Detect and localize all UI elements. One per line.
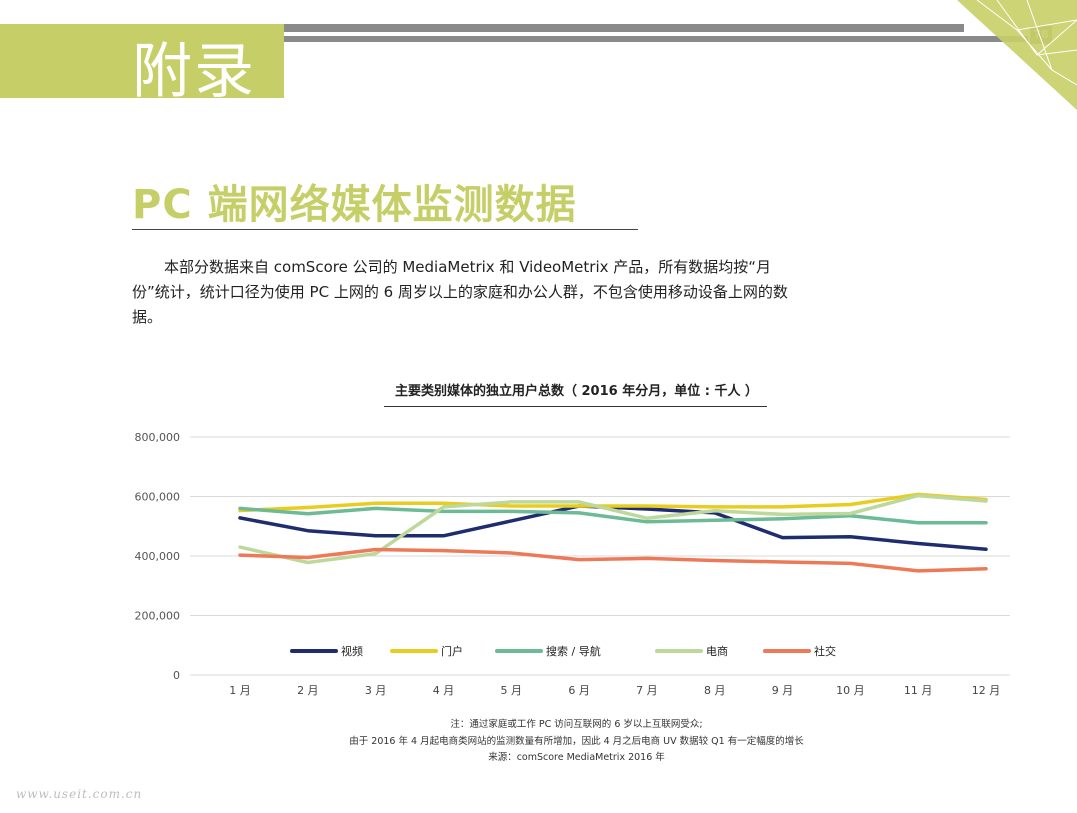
x-tick-label: 4 月 [433, 684, 455, 697]
x-tick-label: 6 月 [568, 684, 590, 697]
appendix-header-block: 附录 [0, 24, 284, 98]
legend-label: 搜索 / 导航 [546, 644, 601, 658]
chart-note-1: 注：通过家庭或工作 PC 访问互联网的 6 岁以上互联网受众; [450, 719, 703, 730]
x-tick-label: 8 月 [704, 684, 726, 697]
x-tick-label: 5 月 [501, 684, 523, 697]
section-title: PC 端网络媒体监测数据 [132, 182, 577, 228]
x-tick-label: 7 月 [636, 684, 658, 697]
series-line-2 [238, 492, 988, 513]
x-tick-label: 11 月 [904, 684, 933, 697]
y-tick-label: 600,000 [135, 491, 181, 504]
x-tick-label: 12 月 [972, 684, 1001, 697]
header-bar [284, 24, 964, 32]
series-line-1 [238, 504, 988, 551]
chart-title: 主要类别媒体的独立用户总数（ 2016 年分月，单位 : 千人 ） [394, 384, 758, 399]
appendix-title: 附录 [132, 37, 256, 98]
section-title-underline [132, 229, 638, 230]
header-bar-lower [284, 36, 1028, 42]
x-tick-label: 3 月 [365, 684, 387, 697]
series-line-4 [238, 493, 988, 565]
watermark: www.useit.com.cn [16, 787, 143, 801]
legend-label: 电商 [706, 644, 728, 658]
intro-paragraph: 本部分数据来自 comScore 公司的 MediaMetrix 和 Video… [132, 258, 788, 326]
y-tick-label: 200,000 [135, 610, 181, 623]
legend-label: 视频 [341, 644, 363, 658]
chart-title-underline [384, 406, 767, 407]
y-tick-label: 400,000 [135, 550, 181, 563]
x-tick-label: 9 月 [772, 684, 794, 697]
series-line-3 [238, 506, 988, 525]
corner-decoration [957, 0, 1077, 110]
y-tick-label: 800,000 [135, 431, 181, 444]
x-tick-label: 2 月 [297, 684, 319, 697]
legend-label: 社交 [814, 644, 836, 658]
y-tick-label: 0 [173, 669, 180, 682]
chart-source: 来源：comScore MediaMetrix 2016 年 [488, 752, 665, 763]
chart-note-2: 由于 2016 年 4 月起电商类网站的监测数量有所增加，因此 4 月之后电商 … [349, 736, 804, 747]
x-tick-label: 1 月 [229, 684, 251, 697]
x-tick-label: 10 月 [836, 684, 865, 697]
legend-label: 门户 [441, 644, 463, 658]
series-line-5 [238, 547, 988, 573]
